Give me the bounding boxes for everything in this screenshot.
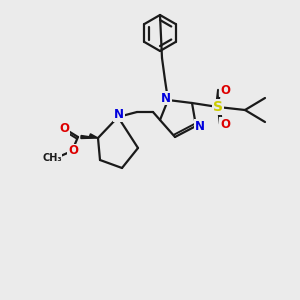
- Polygon shape: [90, 134, 98, 138]
- Text: N: N: [114, 109, 124, 122]
- Text: N: N: [161, 92, 171, 104]
- Text: S: S: [213, 100, 223, 114]
- Text: O: O: [68, 145, 78, 158]
- Text: O: O: [220, 118, 230, 130]
- Polygon shape: [81, 136, 98, 139]
- Text: N: N: [195, 119, 205, 133]
- Text: O: O: [220, 83, 230, 97]
- Text: CH₃: CH₃: [42, 153, 62, 163]
- Text: O: O: [59, 122, 69, 136]
